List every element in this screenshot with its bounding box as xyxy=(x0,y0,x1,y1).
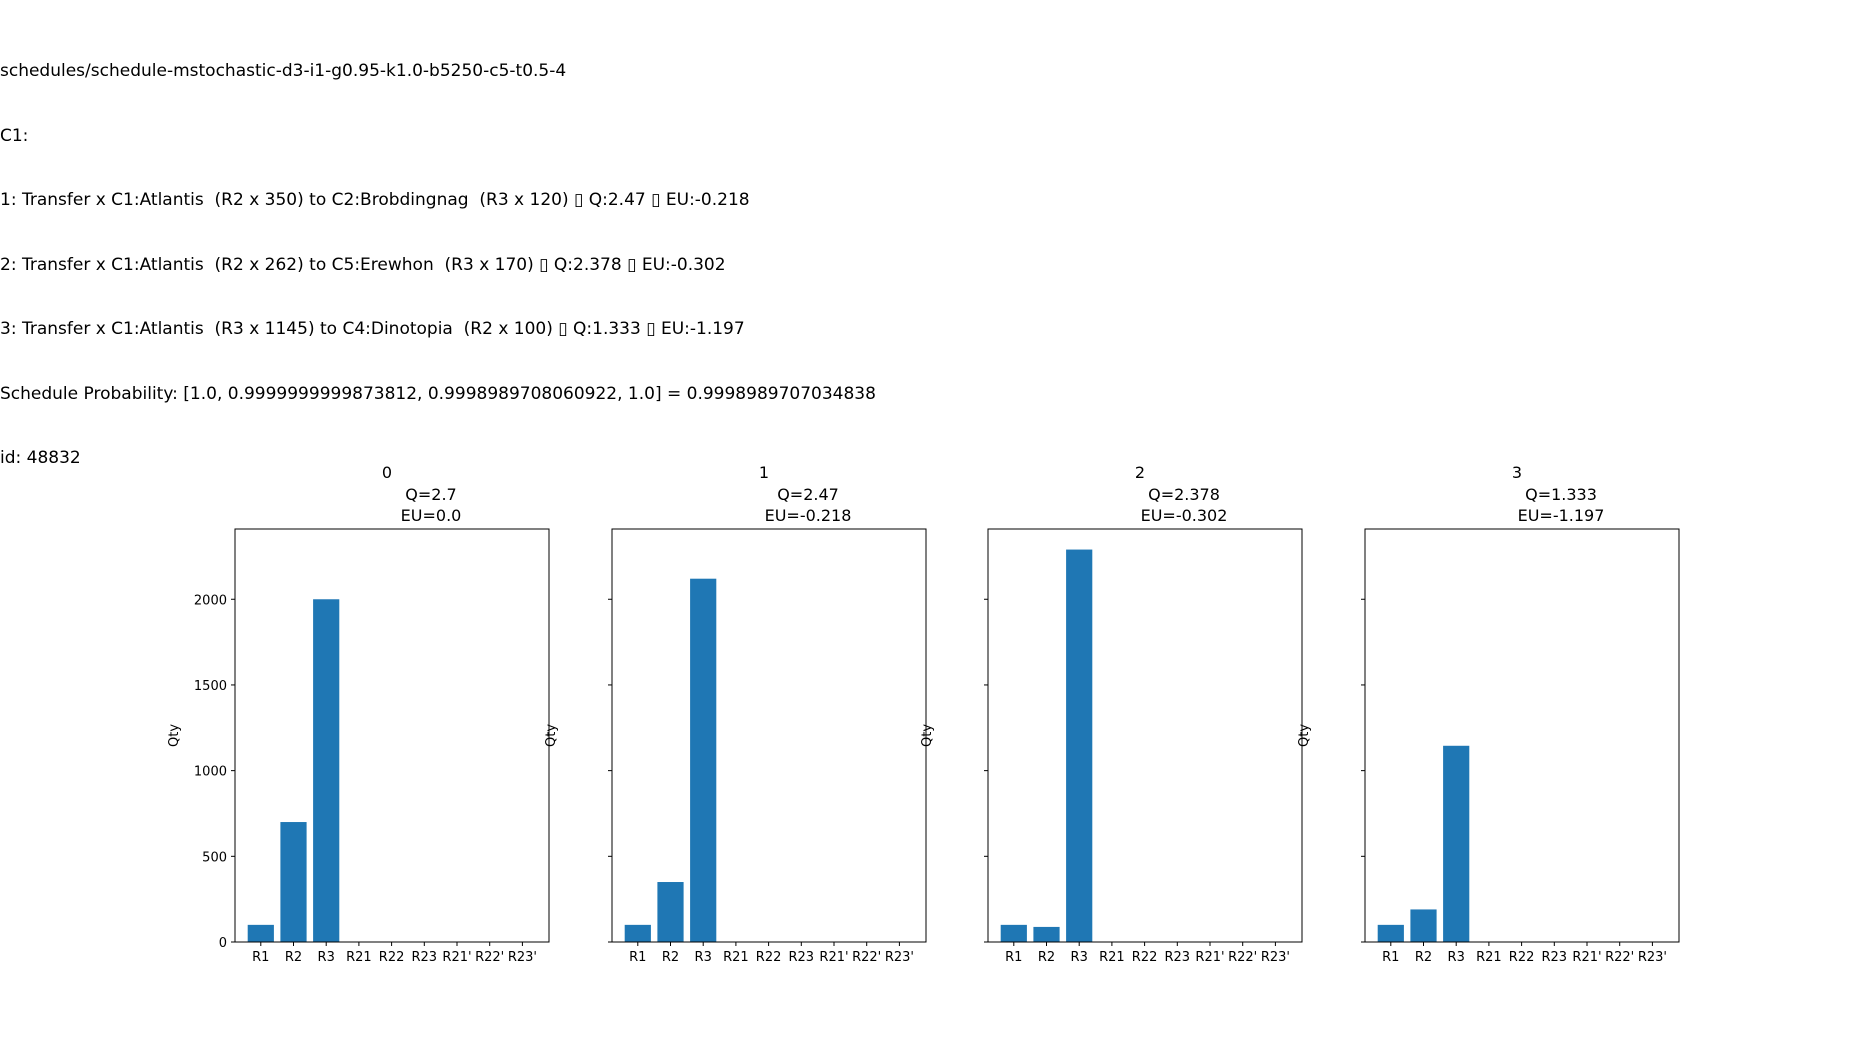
bar-R1 xyxy=(247,924,274,942)
x-tick-label: R1 xyxy=(1005,950,1022,965)
chart-title-line-2: EU=0.0 xyxy=(401,506,462,525)
bar-R1 xyxy=(1000,924,1027,942)
chart-title-line-0: 2 xyxy=(1135,463,1145,482)
chart-title-line-1: Q=2.7 xyxy=(405,485,456,504)
x-tick-label: R21 xyxy=(723,950,749,965)
x-tick-label: R3 xyxy=(1071,950,1088,965)
x-tick-label: R23 xyxy=(1542,950,1568,965)
x-tick-label: R3 xyxy=(1448,950,1465,965)
x-tick-label: R1 xyxy=(252,950,269,965)
axes-frame xyxy=(1364,528,1680,943)
y-axis-label: Qty xyxy=(920,724,935,747)
x-tick-label: R2 xyxy=(662,950,679,965)
chart-panel-0: 0 Q=2.7 EU=0.0 Qty R1 R2 R3 R21 R22 R23 R21' R22' R2… xyxy=(167,463,550,965)
chart-panel-3: 3Q=1.333 EU=-1.197 Qty R1 R2 R3 R21 R22 R23 R21' R… xyxy=(1297,463,1680,965)
x-tick-label: R22' xyxy=(852,950,881,965)
x-tick-label: R3 xyxy=(695,950,712,965)
chart-title-line-2: EU=-1.197 xyxy=(1518,506,1605,525)
x-tick-label: R22 xyxy=(1132,950,1158,965)
y-axis-label: Qty xyxy=(1297,724,1312,747)
schedule-probability: Schedule Probability: [1.0, 0.9999999999… xyxy=(0,383,876,404)
chart-title-line-2: EU=-0.218 xyxy=(765,506,852,525)
bar-R2 xyxy=(657,882,684,942)
bar-R1 xyxy=(1377,924,1404,942)
x-tick-label: R2 xyxy=(285,950,302,965)
x-tick-label: R23 xyxy=(412,950,438,965)
schedule-step-3: 3: Transfer x C1:Atlantis (R3 x 1145) to… xyxy=(0,319,745,339)
schedule-path: schedules/schedule-mstochastic-d3-i1-g0.… xyxy=(0,61,567,81)
chart-panel-2: 2Q=2.378 EU=-0.302 Qty R1 R2 R3 R21 R22 R23 R21' R… xyxy=(920,463,1303,965)
schedule-header: schedules/schedule-mstochastic-d3-i1-g0.… xyxy=(0,18,876,491)
bar-R1 xyxy=(624,924,651,942)
y-tick-label: 2000 xyxy=(194,593,227,608)
x-tick-label: R21 xyxy=(1099,950,1125,965)
x-tick-label: R22 xyxy=(379,950,405,965)
y-tick-label: 0 xyxy=(219,936,227,951)
x-tick-label: R23' xyxy=(885,950,914,965)
x-tick-label: R21' xyxy=(442,950,471,965)
schedule-agent: C1: xyxy=(0,125,29,146)
y-tick-label: 1500 xyxy=(194,679,227,694)
x-tick-label: R22 xyxy=(756,950,782,965)
schedule-step-2: 2: Transfer x C1:Atlantis (R2 x 262) to … xyxy=(0,254,726,275)
bar-R3 xyxy=(313,599,340,942)
x-tick-label: R22' xyxy=(1605,950,1634,965)
x-tick-label: R1 xyxy=(1382,950,1399,965)
x-tick-label: R21 xyxy=(346,950,372,965)
y-tick-label: 500 xyxy=(202,850,227,865)
bar-R3 xyxy=(1443,745,1470,942)
y-tick-label: 1000 xyxy=(194,765,227,780)
chart-title-line-0: 1 xyxy=(759,463,769,482)
schedule-step-1: 1: Transfer x C1:Atlantis (R2 x 350) to … xyxy=(0,190,750,210)
schedule-id: id: 48832 xyxy=(0,448,81,468)
bar-R2 xyxy=(1033,926,1060,942)
x-tick-label: R23 xyxy=(1165,950,1191,965)
x-tick-label: R23' xyxy=(1261,950,1290,965)
x-tick-label: R23' xyxy=(508,950,537,965)
y-axis-label: Qty xyxy=(167,724,182,747)
x-tick-label: R22 xyxy=(1509,950,1535,965)
chart-title-line-0: 3 xyxy=(1512,463,1522,482)
chart-title-line-1: Q=1.333 xyxy=(1525,485,1597,504)
bar-R3 xyxy=(1066,549,1093,942)
x-tick-label: R23' xyxy=(1638,950,1667,965)
chart-title-line-2: EU=-0.302 xyxy=(1141,506,1228,525)
bar-R2 xyxy=(280,822,307,942)
chart-title-line-1: Q=2.378 xyxy=(1148,485,1220,504)
x-tick-label: R2 xyxy=(1038,950,1055,965)
y-axis-label: Qty xyxy=(544,724,559,747)
axes-frame xyxy=(987,528,1303,943)
axes-frame xyxy=(611,528,927,943)
x-tick-label: R21' xyxy=(1572,950,1601,965)
x-tick-label: R21 xyxy=(1476,950,1502,965)
x-tick-label: R23 xyxy=(789,950,815,965)
bar-R3 xyxy=(690,578,717,942)
chart-panel-1: 1 Q=2.47 EU=-0.218 Qty R1 R2 R3 R21 R22 R23 R21' R2… xyxy=(544,463,927,965)
x-tick-label: R3 xyxy=(318,950,335,965)
x-tick-label: R21' xyxy=(819,950,848,965)
x-tick-label: R22' xyxy=(475,950,504,965)
x-tick-label: R21' xyxy=(1195,950,1224,965)
chart-title-line-1: Q=2.47 xyxy=(777,485,839,504)
x-tick-label: R1 xyxy=(629,950,646,965)
bar-R2 xyxy=(1410,909,1437,942)
x-tick-label: R22' xyxy=(1228,950,1257,965)
chart-title-line-0: 0 xyxy=(382,463,392,482)
x-tick-label: R2 xyxy=(1415,950,1432,965)
